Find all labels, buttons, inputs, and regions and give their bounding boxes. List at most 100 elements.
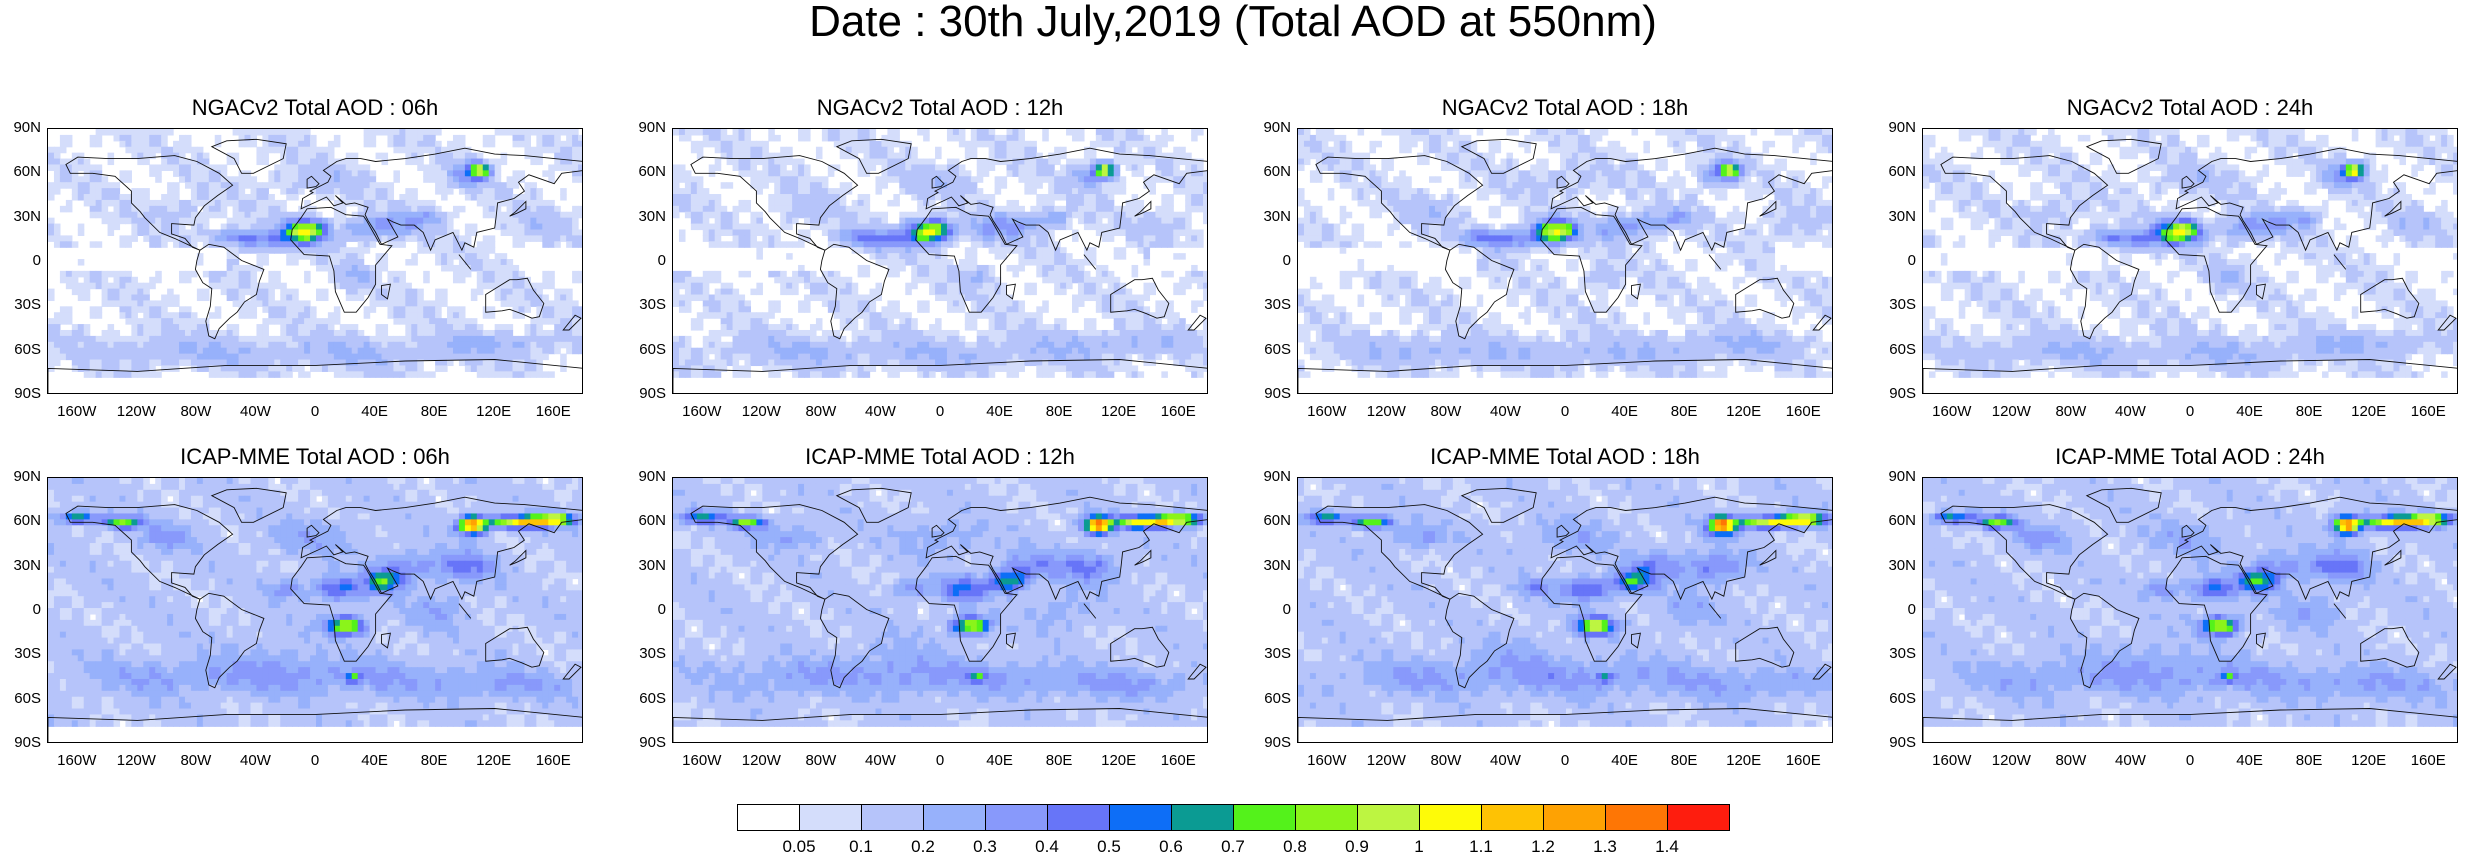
aod-cell: [125, 135, 132, 142]
aod-cell: [1042, 212, 1049, 219]
aod-cell: [298, 306, 305, 313]
aod-cell: [1030, 188, 1037, 195]
aod-cell: [256, 259, 263, 266]
aod-cell: [352, 229, 359, 236]
aod-cell: [459, 182, 466, 189]
aod-cell: [935, 271, 942, 278]
aod-cell: [1072, 306, 1079, 313]
aod-cell: [1048, 176, 1055, 183]
aod-cell: [1149, 218, 1156, 225]
aod-cell: [864, 318, 871, 325]
aod-cell: [280, 324, 287, 331]
aod-cell: [548, 229, 555, 236]
aod-cell: [119, 277, 126, 284]
aod-cell: [518, 141, 525, 148]
aod-cell: [774, 159, 781, 166]
aod-cell: [125, 283, 132, 290]
aod-cell: [1143, 159, 1150, 166]
aod-cell: [1114, 330, 1121, 337]
lat-tick-label: 60N: [0, 164, 41, 180]
aod-cell: [852, 229, 859, 236]
aod-cell: [1084, 259, 1091, 266]
aod-cell: [417, 365, 424, 372]
aod-cell: [1203, 283, 1208, 290]
aod-cell: [572, 348, 579, 355]
aod-cell: [518, 371, 525, 378]
aod-cell: [1143, 218, 1150, 225]
aod-cell: [114, 188, 121, 195]
aod-cell: [899, 336, 906, 343]
aod-cell: [435, 129, 442, 136]
aod-cell: [1173, 348, 1180, 355]
aod-cell: [477, 348, 484, 355]
aod-cell: [304, 348, 311, 355]
aod-cell: [185, 212, 192, 219]
aod-cell: [185, 277, 192, 284]
aod-cell: [1078, 212, 1085, 219]
aod-cell: [197, 348, 204, 355]
aod-cell: [750, 212, 757, 219]
aod-cell: [995, 354, 1002, 361]
aod-cell: [524, 200, 531, 207]
aod-cell: [131, 348, 138, 355]
panel-title: NGACv2 Total AOD : 06h: [47, 96, 583, 120]
aod-cell: [875, 312, 882, 319]
aod-cell: [346, 259, 353, 266]
aod-cell: [125, 336, 132, 343]
aod-cell: [1185, 277, 1192, 284]
aod-cell: [155, 348, 162, 355]
aod-cell: [292, 218, 299, 225]
aod-cell: [149, 164, 156, 171]
aod-cell: [96, 194, 103, 201]
aod-cell: [899, 188, 906, 195]
aod-cell: [239, 354, 246, 361]
aod-cell: [399, 135, 406, 142]
aod-cell: [155, 336, 162, 343]
aod-cell: [518, 271, 525, 278]
aod-cell: [923, 164, 930, 171]
aod-cell: [54, 241, 61, 248]
aod-cell: [90, 206, 97, 213]
aod-cell: [1078, 277, 1085, 284]
aod-cell: [858, 241, 865, 248]
aod-cell: [1042, 324, 1049, 331]
aod-cell: [1167, 164, 1174, 171]
aod-cell: [1108, 206, 1115, 213]
aod-cell: [382, 324, 389, 331]
aod-cell: [114, 277, 121, 284]
aod-cell: [905, 312, 912, 319]
aod-cell: [953, 218, 960, 225]
aod-cell: [322, 241, 329, 248]
aod-cell: [518, 277, 525, 284]
aod-cell: [828, 348, 835, 355]
aod-cell: [376, 324, 383, 331]
aod-cell: [792, 336, 799, 343]
aod-cell: [1030, 247, 1037, 254]
aod-cell: [1138, 300, 1145, 307]
aod-cell: [78, 224, 85, 231]
aod-cell: [703, 200, 710, 207]
aod-cell: [1042, 336, 1049, 343]
aod-cell: [524, 324, 531, 331]
aod-cell: [1096, 330, 1103, 337]
aod-cell: [268, 348, 275, 355]
aod-cell: [727, 330, 734, 337]
aod-cell: [131, 371, 138, 378]
aod-cell: [1191, 265, 1198, 272]
aod-cell: [1155, 164, 1162, 171]
aod-cell: [566, 306, 573, 313]
aod-cell: [1054, 265, 1061, 272]
aod-cell: [119, 306, 126, 313]
aod-cell: [1078, 295, 1085, 302]
aod-cell: [774, 336, 781, 343]
aod-cell: [137, 135, 144, 142]
aod-cell: [262, 194, 269, 201]
aod-cell: [792, 159, 799, 166]
aod-cell: [209, 348, 216, 355]
aod-cell: [1024, 289, 1031, 296]
aod-cell: [1036, 212, 1043, 219]
aod-cell: [358, 277, 365, 284]
aod-cell: [1203, 330, 1208, 337]
aod-cell: [143, 360, 150, 367]
aod-cell: [1167, 159, 1174, 166]
